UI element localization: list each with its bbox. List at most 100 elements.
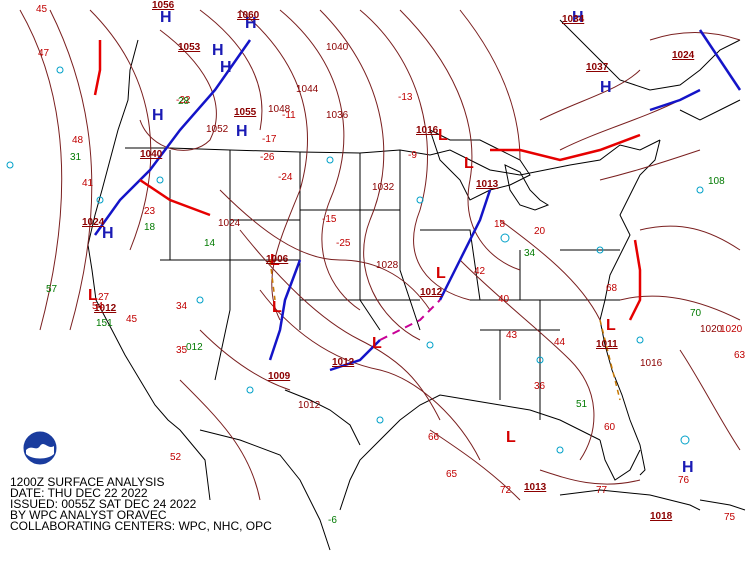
pressure-value: 1024 (82, 217, 105, 228)
temp-value: 54 (92, 301, 104, 312)
temp-value: 47 (38, 48, 50, 59)
cold-fronts (93, 29, 742, 372)
low-center: L (506, 429, 516, 446)
temp-value: 36 (534, 381, 546, 392)
temp-value: 34 (176, 301, 188, 312)
temp-value: 45 (36, 4, 48, 15)
station-circle (376, 416, 384, 424)
troughs (269, 259, 621, 401)
temp-value: 44 (554, 337, 566, 348)
product-issued: ISSUED: 0055Z SAT DEC 24 2022 (10, 497, 197, 511)
pressure-value: 1013 (524, 482, 547, 493)
dewpoint-value: 14 (204, 238, 216, 249)
temp-value: 65 (446, 469, 458, 480)
isobar-label: 1012 (298, 400, 321, 411)
isobar-label: 1028 (376, 260, 399, 271)
pressure-value: 1016 (416, 125, 439, 136)
isobar-label: 1052 (206, 124, 229, 135)
pressure-centers: H H H H H H H H H H L L L L L L L L L (88, 9, 694, 476)
station-circle (536, 356, 544, 364)
isobar-label: 1032 (372, 182, 395, 193)
temp-value: 42 (474, 266, 486, 277)
pressure-value: 1056 (152, 0, 175, 11)
station-circle (416, 196, 424, 204)
dewpoint-value: 57 (46, 284, 58, 295)
temp-value: -25 (336, 238, 351, 249)
temperatures: 45 47 48 41 27 23 34 45 35 54 -22 -26 -2… (36, 4, 746, 523)
product-analyst: BY WPC ANALYST ORAVEC (10, 508, 167, 522)
pressure-value: 1011 (596, 339, 618, 350)
isobar-label: 1016 (640, 358, 663, 369)
station-circle (246, 386, 254, 394)
pressure-value: 1053 (178, 42, 201, 53)
station-circle (500, 233, 510, 243)
warm-fronts (93, 40, 642, 321)
temp-value: 27 (98, 292, 110, 303)
high-center: H (236, 123, 248, 140)
pressure-value: 1013 (476, 179, 499, 190)
pressure-value: 1037 (586, 62, 609, 73)
pressure-value: 1012 (332, 357, 355, 368)
station-circle (636, 336, 644, 344)
product-title: 1200Z SURFACE ANALYSIS (10, 475, 165, 489)
pressure-value: 1018 (650, 511, 673, 522)
high-center: H (160, 9, 172, 26)
isobar-label: 1020 (700, 324, 723, 335)
low-center: L (464, 155, 474, 172)
high-center: H (212, 42, 224, 59)
noaa-logo (22, 430, 58, 466)
station-circle (6, 161, 14, 169)
station-circle (156, 176, 164, 184)
stationary-front (379, 299, 441, 341)
pressure-value: 1040 (140, 149, 163, 160)
pressure-value: 1034 (562, 14, 585, 25)
temp-value: -15 (322, 214, 337, 225)
low-center: L (270, 252, 280, 269)
high-center: H (245, 15, 257, 32)
temp-value: -9 (408, 150, 417, 161)
pressure-value: 1024 (672, 50, 695, 61)
product-info: 1200Z SURFACE ANALYSIS DATE: THU DEC 22 … (10, 475, 272, 533)
temp-value: -13 (398, 92, 413, 103)
isobar-label: 1024 (218, 218, 241, 229)
temp-value: 72 (500, 485, 512, 496)
dewpoint-value: 18 (144, 222, 156, 233)
station-circle (556, 446, 564, 454)
low-center: L (438, 127, 448, 144)
low-center: L (436, 265, 446, 282)
station-circle (426, 341, 434, 349)
low-center: L (606, 317, 616, 334)
station-circle (96, 196, 104, 204)
dewpoint-value: 70 (690, 308, 702, 319)
station-circle (680, 435, 690, 445)
temp-value: -22 (176, 95, 191, 106)
temp-value: 23 (144, 206, 156, 217)
temp-value: 41 (82, 178, 94, 189)
dewpoint-value: -6 (328, 515, 337, 526)
temp-value: 45 (126, 314, 138, 325)
dewpoint-value: 34 (524, 248, 536, 259)
low-center: L (88, 287, 98, 304)
temp-value: 76 (678, 475, 690, 486)
temp-value: 66 (428, 432, 440, 443)
low-center: L (272, 299, 282, 316)
isobar-labels: 1044 1040 1036 1032 1028 1024 1020 1016 … (206, 42, 723, 411)
isobar-label: 1040 (326, 42, 349, 53)
temp-value: -26 (260, 152, 275, 163)
temp-value: 77 (596, 485, 608, 496)
dewpoint-value: 151 (96, 318, 113, 329)
station-circle (196, 296, 204, 304)
product-date: DATE: THU DEC 22 2022 (10, 486, 148, 500)
dewpoint-value: 51 (576, 399, 588, 410)
station-circle (596, 246, 604, 254)
pressure-values: 1056 1060 1053 1055 1040 1024 1012 1006 … (82, 0, 695, 522)
temp-value: 75 (724, 512, 736, 523)
temp-value: 35 (176, 345, 188, 356)
temp-value: 18 (494, 219, 506, 230)
product-centers: COLLABORATING CENTERS: WPC, NHC, OPC (10, 519, 272, 533)
temp-value: 48 (72, 135, 84, 146)
isobar-label: 1048 (268, 104, 291, 115)
isobar-label: 1036 (326, 110, 349, 121)
high-center: H (572, 9, 584, 26)
temp-value: 1020 (720, 324, 743, 335)
